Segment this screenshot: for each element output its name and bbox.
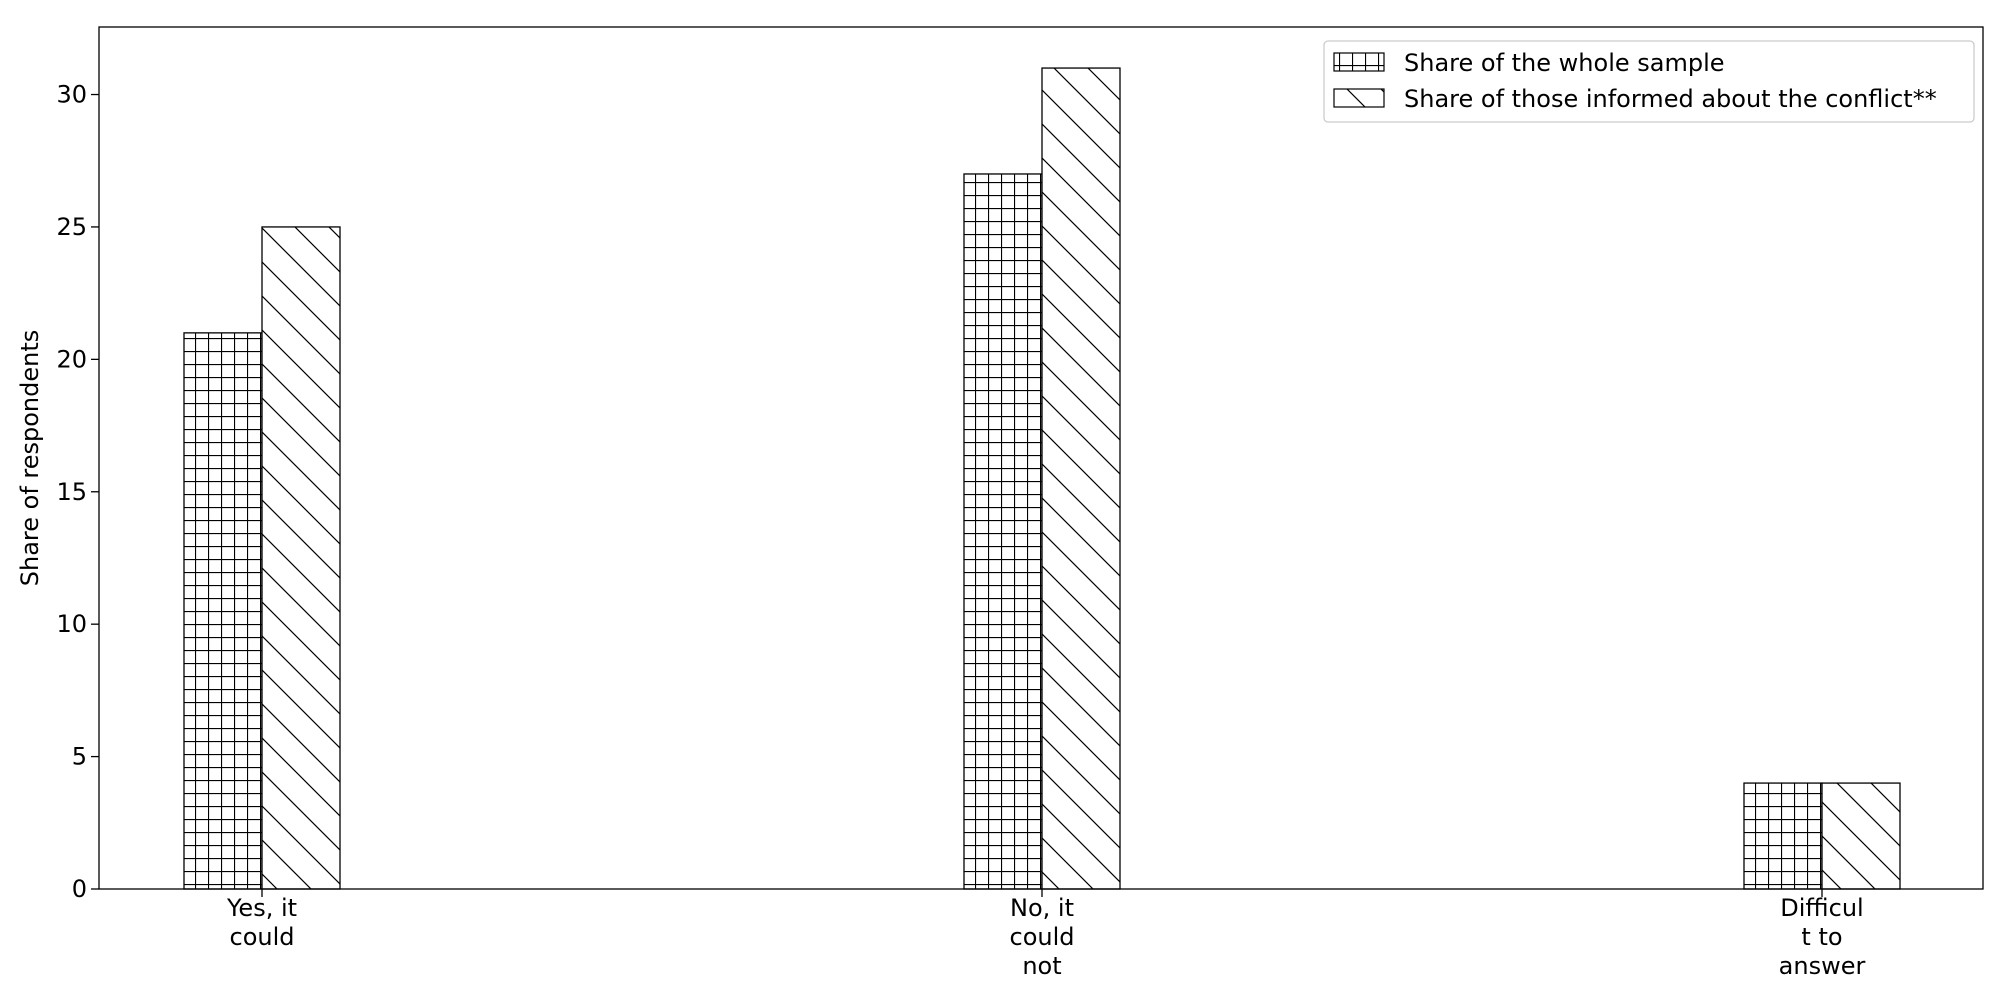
y-tick-label: 30 [56, 81, 87, 109]
y-tick-label: 10 [56, 610, 87, 638]
axes-layer: 0 5 10 15 20 25 30 Yes, it could No, it could not Di… [56, 81, 1865, 980]
x-tick-label: Difficul t to answer [1779, 894, 1866, 980]
y-tick-label: 20 [56, 345, 87, 373]
x-tick-label: Yes, it could [226, 894, 297, 951]
legend: Share of the whole sample Share of those … [1323, 40, 1975, 123]
y-tick-label: 5 [72, 743, 87, 771]
legend-box [1323, 40, 1975, 123]
bar-informed-1 [1041, 67, 1121, 890]
bar-whole-sample-1 [963, 173, 1043, 890]
bar-informed-0 [261, 226, 341, 890]
bar-whole-sample-0 [183, 332, 263, 890]
legend-swatch [1333, 88, 1385, 108]
plot-frame [98, 26, 1984, 890]
bars-layer [183, 67, 1901, 890]
legend-swatch [1333, 52, 1385, 72]
y-tick-label: 15 [56, 478, 87, 506]
y-tick-label: 0 [72, 875, 87, 903]
y-tick-label: 25 [56, 213, 87, 241]
bar-whole-sample-2 [1743, 782, 1823, 890]
legend-label: Share of the whole sample [1404, 49, 1725, 77]
y-axis-label: Share of respondents [16, 330, 44, 587]
x-tick-label: No, it could not [1010, 894, 1075, 980]
bar-informed-2 [1821, 782, 1901, 890]
legend-label: Share of those informed about the confli… [1404, 85, 1937, 113]
